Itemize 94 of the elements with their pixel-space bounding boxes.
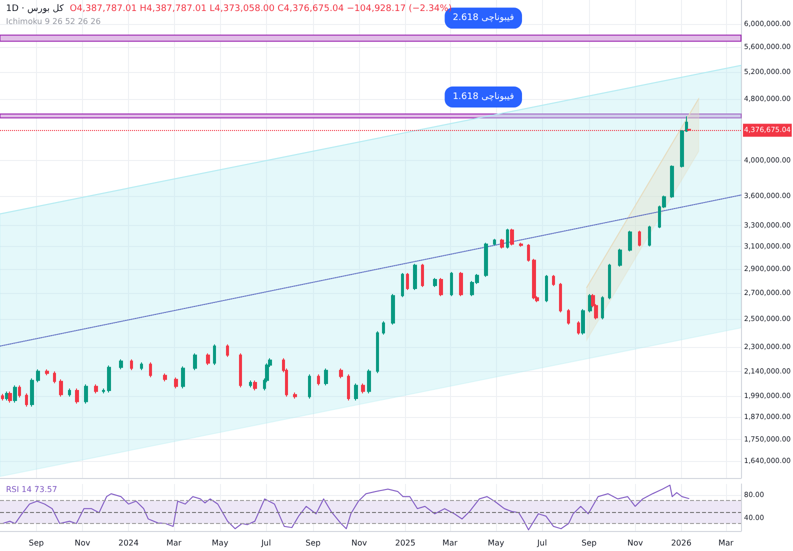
candlestick (163, 372, 167, 382)
candlestick (25, 392, 28, 408)
chart-title: RSI 14 73.57 (6, 484, 58, 496)
candlestick (510, 228, 514, 246)
x-tick-label: Nov (351, 538, 368, 548)
candlestick (239, 352, 242, 388)
candlestick (213, 344, 216, 366)
x-tick-label: Nov (74, 538, 90, 548)
candlestick (421, 263, 424, 288)
candlestick (8, 391, 12, 404)
x-tick-label: Sep (581, 538, 597, 548)
candlestick (107, 364, 111, 394)
candlestick (382, 320, 385, 336)
candlestick (140, 362, 143, 371)
chart-title: کل بورس · 1D (6, 3, 64, 16)
candlestick (94, 384, 98, 394)
candlestick (519, 242, 523, 248)
candlestick (30, 378, 34, 408)
candlestick (293, 392, 297, 400)
candlestick (324, 368, 328, 386)
x-tick-label: 2026 (671, 538, 692, 548)
annotation: Ichimoku 9 26 52 26 26 (6, 16, 102, 28)
candlestick (102, 388, 105, 394)
candlestick (59, 378, 63, 398)
candlestick (433, 278, 437, 288)
candlestick (376, 330, 379, 374)
candlestick (532, 258, 536, 300)
candlestick (406, 272, 409, 290)
candlestick (459, 272, 463, 297)
candlestick (253, 380, 257, 391)
candlestick (130, 358, 133, 371)
line-series (2, 484, 690, 530)
candlestick (13, 384, 17, 404)
candlestick (567, 308, 570, 326)
candlestick (493, 238, 496, 246)
candlestick (638, 230, 641, 247)
candlestick (367, 368, 371, 394)
candlestick (618, 248, 622, 268)
candlestick (439, 278, 443, 297)
candlestick (608, 263, 611, 300)
candlestick (119, 358, 123, 370)
candlestick (174, 376, 178, 389)
candlestick (559, 282, 562, 313)
candlestick (552, 274, 555, 286)
candlestick (413, 263, 417, 290)
candlestick (506, 228, 509, 249)
band-label: فیبوناچی 1.618 (452, 92, 514, 102)
candlestick (149, 362, 152, 378)
band-label: فیبوناچی 2.618 (452, 13, 514, 24)
candlestick (339, 368, 343, 379)
x-tick-label: Sep (28, 538, 44, 548)
x-tick-label: Mar (442, 538, 458, 548)
x-tick-label: Nov (627, 538, 644, 548)
candlestick (53, 370, 56, 384)
candlestick (401, 272, 404, 298)
candlestick (68, 388, 71, 398)
candlestick (648, 225, 651, 247)
candlestick (249, 380, 252, 388)
candlestick (308, 374, 311, 400)
x-tick-label: 2025 (395, 538, 416, 548)
candlestick (347, 374, 350, 402)
candlestick (361, 382, 365, 394)
x-tick-label: Mar (718, 538, 734, 548)
candlestick (628, 230, 632, 252)
x-tick-label: Jul (260, 538, 271, 548)
candlestick (484, 242, 488, 278)
candlestick (18, 384, 21, 398)
x-tick-label: 2024 (118, 538, 139, 548)
candlestick (317, 374, 320, 386)
x-tick-label: May (488, 538, 505, 548)
candlestick (581, 308, 585, 336)
candlestick (226, 344, 229, 358)
candlestick (450, 272, 453, 297)
candlestick (670, 164, 674, 198)
x-tick-label: May (212, 538, 229, 548)
candlestick (193, 352, 197, 371)
x-tick-label: Mar (166, 538, 182, 548)
candlestick (181, 366, 185, 389)
candlestick (500, 238, 504, 249)
candlestick (601, 296, 604, 320)
candlestick (527, 244, 530, 262)
candlestick (84, 384, 88, 404)
x-tick-label: Sep (305, 538, 321, 548)
candlestick (354, 382, 358, 402)
x-tick-label: Jul (536, 538, 547, 548)
candlestick (206, 352, 210, 366)
chart-subtitle: O4,387,787.01 H4,387,787.01 L4,373,058.00 C4,376,675.04 −104,928.17 (−2.34%) (70, 4, 452, 14)
candlestick (1, 393, 4, 402)
candlestick (45, 368, 49, 376)
candlestick (75, 388, 79, 404)
candlestick (36, 368, 40, 383)
candlestick (391, 294, 395, 326)
candlestick (545, 274, 548, 303)
candlestick (577, 320, 580, 336)
